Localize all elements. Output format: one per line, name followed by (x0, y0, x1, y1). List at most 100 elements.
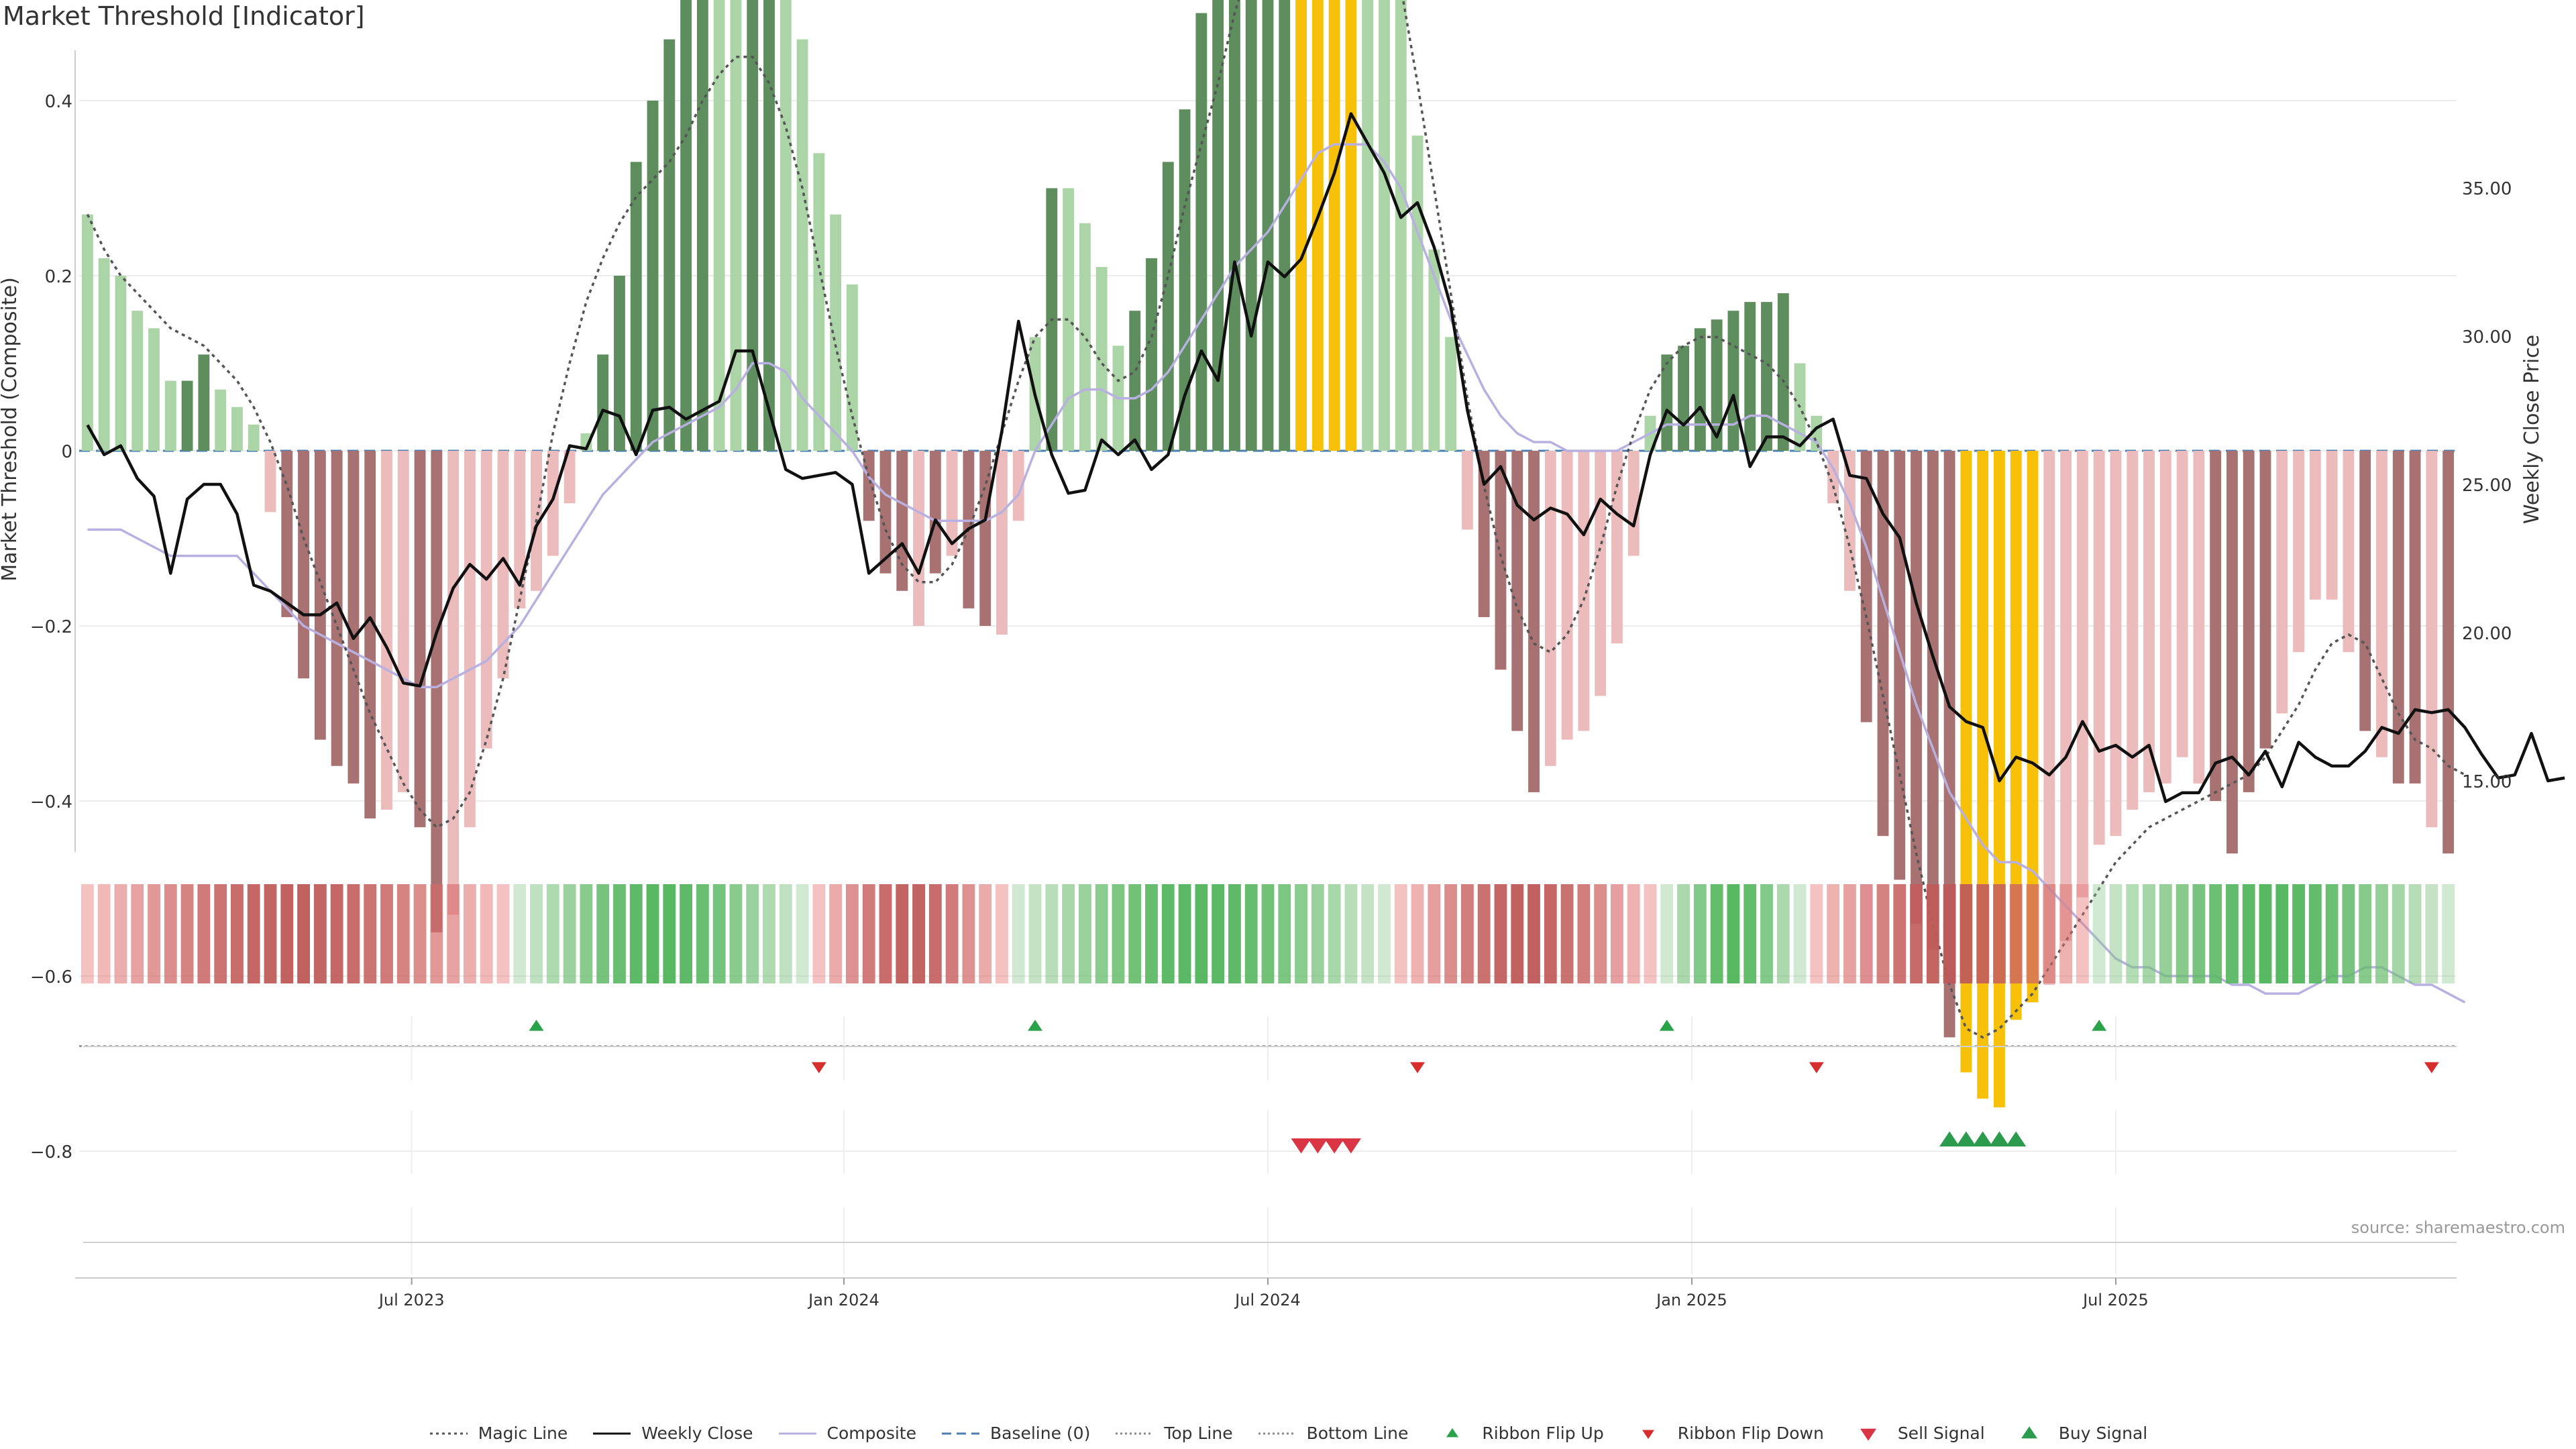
threshold-bar (1245, 0, 1257, 451)
right-tick-label: 30.00 (2462, 327, 2512, 347)
ribbon-cell (2109, 884, 2123, 983)
ribbon-cell (646, 884, 659, 983)
threshold-bar (979, 451, 991, 626)
ribbon-cell (480, 884, 493, 983)
ribbon-cell (2392, 884, 2405, 983)
ribbon-cell (231, 884, 244, 983)
ribbon-cell (846, 884, 859, 983)
threshold-bar (2193, 451, 2205, 784)
ribbon-cell (580, 884, 593, 983)
ribbon-cell (563, 884, 576, 983)
threshold-bar (1495, 451, 1507, 670)
ribbon-cell (1627, 884, 1640, 983)
ribbon-cell (1644, 884, 1657, 983)
threshold-bar (2176, 451, 2188, 757)
left-tick-label: −0.4 (30, 792, 72, 812)
legend-item: Buy Signal (2009, 1424, 2147, 1443)
legend-swatch (429, 1432, 468, 1434)
threshold-bar (2259, 451, 2271, 749)
threshold-bar (2159, 451, 2171, 784)
threshold-bar (198, 354, 210, 451)
legend-label: Composite (826, 1424, 916, 1443)
ribbon-cell (1876, 884, 1890, 983)
threshold-bar (1811, 415, 1823, 451)
ribbon-cell (1860, 884, 1873, 983)
ribbon-cell (1311, 884, 1324, 983)
ribbon-cell (712, 884, 726, 983)
legend-swatch (941, 1432, 979, 1434)
ribbon-cell (1611, 884, 1623, 983)
ribbon-cell (1460, 884, 1474, 983)
ribbon-cell (1045, 884, 1059, 983)
threshold-bar (1428, 249, 1440, 451)
legend-swatch (1860, 1428, 1876, 1441)
ribbon-cell (613, 884, 626, 983)
threshold-bar (464, 451, 476, 828)
ribbon-cell (2425, 884, 2438, 983)
ribbon-cell (1228, 884, 1241, 983)
threshold-bar (2043, 451, 2055, 985)
ribbon-cell (1993, 884, 2006, 983)
threshold-bar (547, 451, 559, 556)
ribbon-cell (1743, 884, 1757, 983)
ribbon-cell (1178, 884, 1191, 983)
threshold-bar (1894, 451, 1906, 880)
ribbon-cell (180, 884, 194, 983)
threshold-bar (2426, 451, 2438, 828)
threshold-bar (2359, 451, 2371, 731)
threshold-bar (164, 380, 176, 451)
legend-label: Top Line (1164, 1424, 1233, 1443)
legend-item: Composite (777, 1424, 916, 1443)
ribbon-cell (996, 884, 1008, 983)
threshold-bar (497, 451, 509, 679)
ribbon-flip-up-marker (1028, 1020, 1043, 1031)
ribbon-cell (496, 884, 510, 983)
series-lines (86, 0, 2565, 1039)
threshold-bar (1461, 451, 1473, 530)
threshold-bar (231, 407, 243, 451)
magic-line (86, 0, 2466, 1039)
buy-signal-marker (1955, 1131, 1976, 1146)
threshold-bar (414, 451, 426, 828)
threshold-bar (2243, 451, 2255, 792)
threshold-bar (1578, 451, 1590, 731)
x-tick-label: Jul 2024 (1234, 1291, 1301, 1309)
threshold-bar (1511, 451, 1523, 731)
ribbon-cell (364, 884, 377, 983)
ribbon-cell (463, 884, 476, 983)
threshold-bar (1678, 345, 1690, 451)
threshold-bar (913, 451, 924, 626)
buy-signal-marker (1972, 1131, 1993, 1146)
ribbon-flip-down-marker (811, 1062, 826, 1073)
threshold-bar (2376, 451, 2387, 757)
threshold-bar (248, 424, 260, 451)
ribbon-cell (1960, 884, 1973, 983)
ribbon-cell (1477, 884, 1491, 983)
ribbon-cell (1428, 884, 1441, 983)
threshold-bar (564, 451, 576, 504)
ribbon-cell (413, 884, 427, 983)
threshold-bar (298, 451, 309, 679)
threshold-bar (1146, 258, 1157, 451)
threshold-bar (131, 311, 144, 451)
ribbon-cell (1776, 884, 1790, 983)
ribbon-strip (80, 884, 2455, 983)
ribbon-cell (763, 884, 775, 983)
threshold-bar (181, 380, 193, 451)
threshold-bar (431, 451, 443, 932)
ribbon-cell (546, 884, 559, 983)
ribbon-cell (1078, 884, 1091, 983)
ribbon-cell (1560, 884, 1574, 983)
sell-signal-marker (1340, 1138, 1361, 1154)
threshold-bar (1229, 0, 1240, 451)
ribbon-cell (114, 884, 127, 983)
threshold-bar (597, 354, 609, 451)
right-axis-label: Weekly Close Price (2520, 335, 2544, 524)
ribbon-cell (1810, 884, 1823, 983)
ribbon-flip-up-marker (529, 1020, 544, 1031)
ribbon-cell (2126, 884, 2139, 983)
threshold-bar (1478, 451, 1490, 617)
threshold-bar (514, 451, 526, 608)
ribbon-cell (2159, 884, 2172, 983)
ribbon-cell (1112, 884, 1125, 983)
